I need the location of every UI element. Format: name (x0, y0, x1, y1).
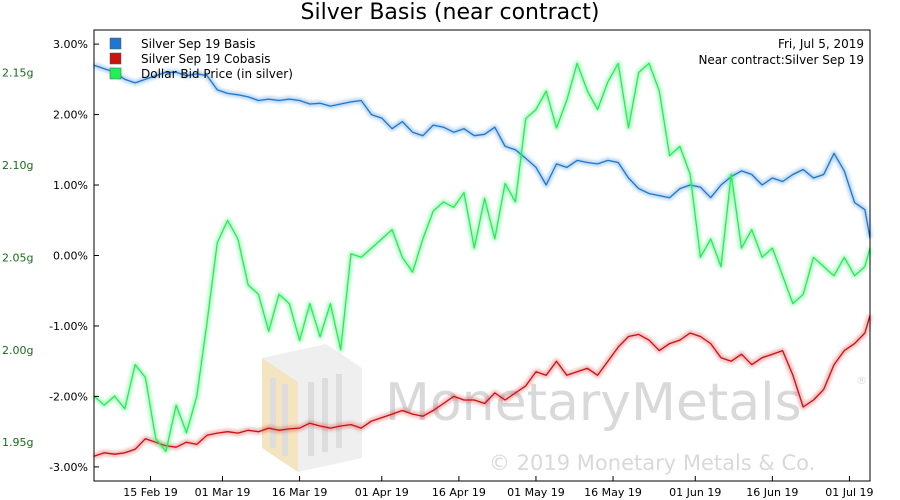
watermark-brand: MonetaryMetals (385, 373, 802, 433)
x-tick-label: 01 Apr 19 (355, 486, 409, 499)
series-0 (93, 62, 873, 239)
left-tick-label: 3.00% (53, 38, 88, 51)
right-tick-label: 2.10g (2, 159, 33, 172)
left-axis: 3.00% 2.00% 1.00% 0.00% -1.00% -2.00% -3.00% (49, 38, 99, 474)
x-tick-label: 01 Jun 19 (669, 486, 721, 499)
legend-item: Dollar Bid Price (in silver) (109, 67, 293, 81)
left-tick-label: 2.00% (53, 109, 88, 122)
right-axis: 2.15g 2.10g 2.05g 2.00g 1.95g (2, 67, 33, 450)
x-tick-label: 16 Jun 19 (746, 486, 798, 499)
right-tick-label: 2.05g (2, 251, 33, 264)
legend-label: Dollar Bid Price (in silver) (141, 67, 293, 81)
left-tick-label: -3.00% (49, 461, 88, 474)
legend-label: Silver Sep 19 Cobasis (141, 52, 271, 66)
legend-swatch (109, 67, 122, 80)
annotation-contract: Near contract:Silver Sep 19 (698, 53, 864, 67)
right-tick-label: 2.00g (2, 344, 33, 357)
x-tick-label: 01 Jul 19 (825, 486, 873, 499)
right-tick-label: 2.15g (2, 67, 33, 80)
x-tick-label: 15 Feb 19 (123, 486, 177, 499)
watermark-logo (262, 344, 362, 472)
series-2 (92, 60, 873, 454)
watermark: MonetaryMetals ® © 2019 Monetary Metals … (262, 344, 867, 475)
left-tick-label: 1.00% (53, 179, 88, 192)
x-tick-label: 01 May 19 (507, 486, 565, 499)
right-tick-label: 1.95g (2, 436, 33, 449)
watermark-copyright: © 2019 Monetary Metals & Co. (489, 451, 815, 475)
chart-title: Silver Basis (near contract) (301, 0, 600, 25)
plot-background (94, 30, 870, 481)
watermark-registered: ® (856, 374, 867, 387)
series-line (93, 64, 871, 239)
legend-item: Silver Sep 19 Basis (109, 37, 255, 51)
legend-item: Silver Sep 19 Cobasis (109, 52, 271, 66)
x-tick-label: 16 Apr 19 (432, 486, 486, 499)
legend-swatch (109, 37, 122, 50)
x-tick-label: 16 Mar 19 (272, 486, 328, 499)
x-tick-label: 16 May 19 (584, 486, 642, 499)
series-line (93, 62, 871, 453)
legend-swatch (109, 52, 122, 65)
left-tick-label: -1.00% (49, 320, 88, 333)
x-tick-label: 01 Mar 19 (195, 486, 251, 499)
annotation-date: Fri, Jul 5, 2019 (778, 37, 864, 51)
left-tick-label: -2.00% (49, 390, 88, 403)
x-axis: 15 Feb 19 01 Mar 19 16 Mar 19 01 Apr 19 16 A… (123, 476, 874, 499)
series-line (93, 315, 871, 457)
left-tick-label: 0.00% (53, 250, 88, 263)
legend-label: Silver Sep 19 Basis (141, 37, 255, 51)
series-1 (93, 314, 873, 459)
series-layer (92, 60, 873, 459)
